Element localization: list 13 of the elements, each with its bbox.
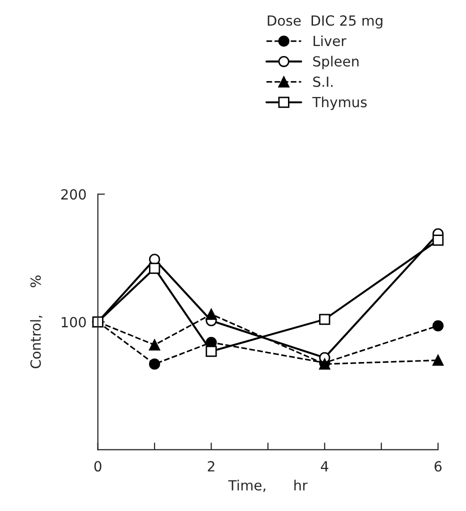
legend-label: S.I.: [313, 76, 333, 87]
legend-label: Spleen: [313, 56, 358, 70]
x-tick-label: 6: [434, 461, 442, 472]
y-tick-label: 100: [62, 316, 86, 328]
y-axis-title: Control, %: [30, 276, 42, 368]
y-tick-label: 200: [61, 189, 86, 200]
legend-label: Thymus: [312, 96, 367, 110]
x-tick-label: 2: [208, 461, 214, 472]
x-tick-label: 0: [94, 461, 102, 472]
legend-label: Liver: [314, 35, 346, 46]
x-axis-title: Time, hr: [228, 480, 308, 492]
x-tick-label: 4: [320, 461, 328, 472]
legend-title: Dose DIC 25 mg: [268, 15, 382, 28]
